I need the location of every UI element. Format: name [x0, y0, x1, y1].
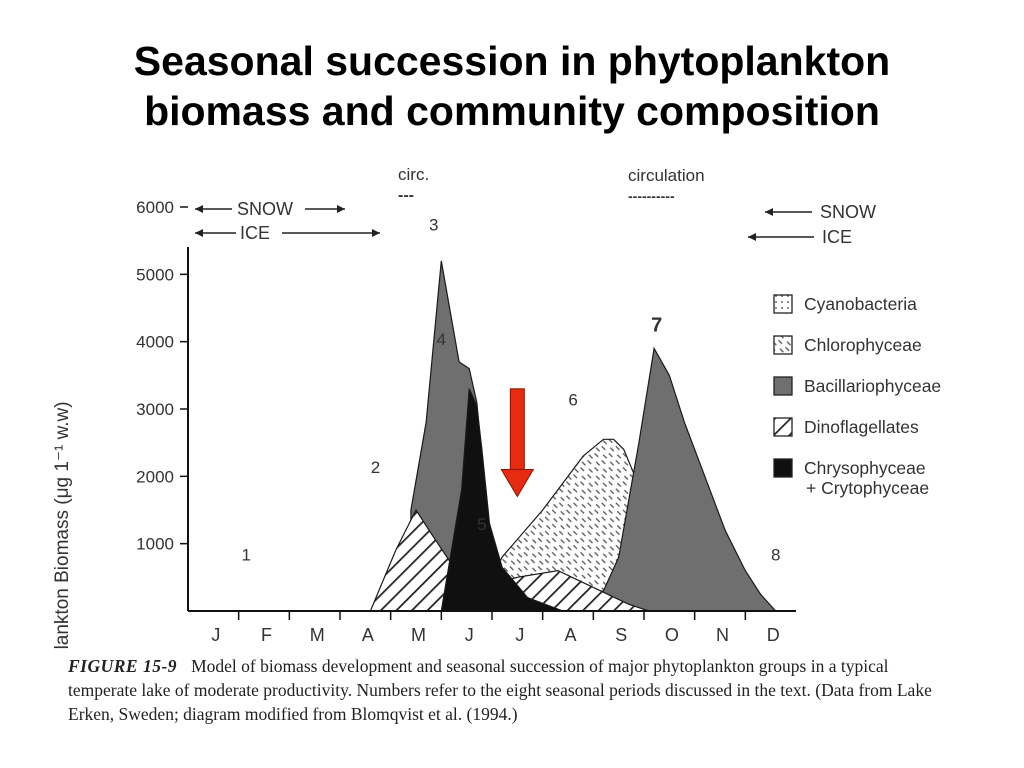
- series-area-bacillariophyceae: [410, 260, 796, 612]
- y-tick-label: 2000: [136, 467, 174, 486]
- y-tick-label: 4000: [136, 333, 174, 352]
- legend-label-chlorophyceae: Chlorophyceae: [804, 335, 922, 355]
- x-tick-label: F: [261, 625, 272, 645]
- y-axis: 1000 2000 3000 4000 5000 6000: [136, 198, 188, 554]
- circulation-dash: ----------: [628, 188, 675, 204]
- period-number-labels: 1 2 3 4 5 6 7 8: [242, 216, 781, 565]
- figure-caption: FIGURE 15-9 Model of biomass development …: [68, 654, 958, 726]
- x-tick-label: M: [310, 625, 325, 645]
- x-tick-label: N: [716, 625, 729, 645]
- snow-label-right: SNOW: [820, 202, 876, 222]
- x-tick-label: J: [211, 625, 220, 645]
- y-tick-label: 3000: [136, 400, 174, 419]
- ice-arrowhead-left-start: [195, 229, 203, 237]
- red-arrow-head: [500, 469, 535, 498]
- circulation-label: circulation: [628, 166, 705, 185]
- legend-swatch-dinoflagellates: [773, 417, 793, 437]
- slide-title-line-2: biomass and community composition: [144, 88, 880, 134]
- red-arrow-shaft: [509, 388, 525, 472]
- legend-swatch-cyanobacteria: [773, 294, 793, 314]
- circ-label: circ.: [398, 165, 429, 184]
- period-number-label: 1: [242, 546, 251, 565]
- x-tick-label: D: [767, 625, 780, 645]
- snow-arrowhead-left-end: [337, 205, 345, 213]
- x-tick-label: M: [411, 625, 426, 645]
- legend-label-cyanobacteria: Cyanobacteria: [804, 294, 917, 314]
- ice-label-left: ICE: [240, 223, 270, 243]
- red-arrow: [500, 388, 535, 498]
- snow-arrowhead-right: [765, 208, 773, 216]
- ice-arrowhead-right: [748, 233, 756, 241]
- period-number-label: 6: [568, 391, 577, 410]
- snow-label-left: SNOW: [237, 199, 293, 219]
- legend-label-bacillariophyceae: Bacillariophyceae: [804, 376, 941, 396]
- x-tick-label: J: [465, 625, 474, 645]
- period-number-label: 3: [429, 216, 438, 235]
- seasonal-biomass-chart: Phytoplankton Biomass (μg 1⁻¹ w.w) 1000 2…: [52, 165, 941, 650]
- slide-title: Seasonal succession in phytoplankton bio…: [0, 36, 1024, 136]
- y-tick-label: 6000: [136, 198, 174, 217]
- period-number-label: 7: [651, 315, 662, 337]
- plot-area: [187, 247, 796, 612]
- series-area-chrysophyceae-crytophyceae: [440, 388, 564, 612]
- slide-title-line-1: Seasonal succession in phytoplankton: [133, 38, 891, 84]
- legend-swatch-chlorophyceae: [773, 335, 793, 355]
- figure-caption-text: Model of biomass development and seasona…: [68, 656, 932, 724]
- snow-arrowhead-left-start: [195, 205, 203, 213]
- circ-dash: ---: [398, 187, 414, 204]
- snow-ice-annotations: SNOW ICE SNOW ICE circ. --- circulation …: [195, 165, 876, 247]
- y-tick-label: 1000: [136, 535, 174, 554]
- x-tick-label: J: [515, 625, 524, 645]
- x-tick-label: S: [615, 625, 627, 645]
- legend-label-chrysophyceae: Chrysophyceae: [804, 458, 926, 478]
- legend-swatch-chrysophyceae: [773, 458, 793, 478]
- x-tick-label: A: [565, 625, 577, 645]
- legend-label-continued: + Crytophyceae: [806, 478, 929, 498]
- x-tick-label: A: [362, 625, 374, 645]
- y-axis-title-group: Phytoplankton Biomass (μg 1⁻¹ w.w): [52, 401, 73, 650]
- y-axis-title: Phytoplankton Biomass (μg 1⁻¹ w.w): [52, 401, 73, 650]
- period-number-label: 2: [371, 458, 380, 477]
- period-number-label: 4: [437, 330, 446, 349]
- y-tick-label: 5000: [136, 265, 174, 284]
- period-number-label: 5: [477, 515, 486, 534]
- legend-label-dinoflagellates: Dinoflagellates: [804, 417, 919, 437]
- x-tick-label: O: [665, 625, 679, 645]
- figure-number: FIGURE 15-9: [68, 656, 178, 676]
- legend-swatch-bacillariophyceae: [773, 376, 793, 396]
- ice-arrowhead-left-end: [372, 229, 380, 237]
- period-number-label: 8: [771, 546, 780, 565]
- legend: Cyanobacteria Chlorophyceae Bacillariophyc…: [773, 294, 941, 498]
- ice-label-right: ICE: [822, 227, 852, 247]
